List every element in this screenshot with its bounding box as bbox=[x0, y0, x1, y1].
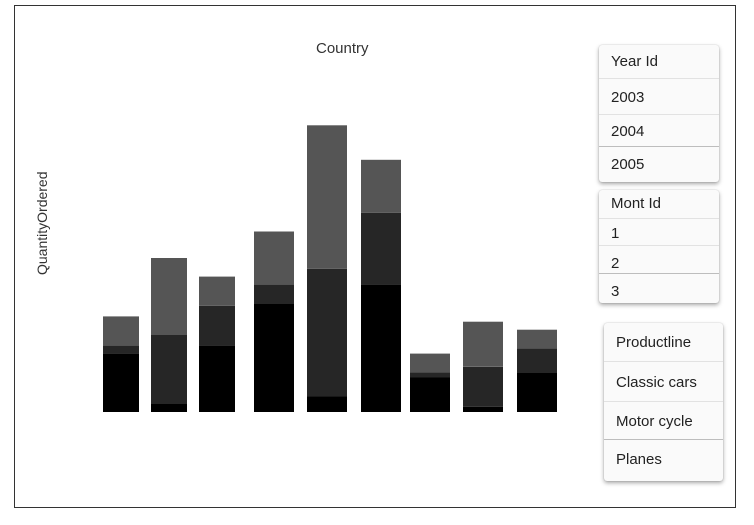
year-option-2003[interactable]: 2003 bbox=[611, 89, 645, 106]
bar-3-segment-2[interactable] bbox=[199, 305, 235, 346]
bar-2-segment-3[interactable] bbox=[151, 258, 187, 335]
bar-6-segment-1[interactable] bbox=[361, 284, 401, 412]
bars-group bbox=[103, 125, 557, 412]
bar-3-segment-3[interactable] bbox=[199, 276, 235, 306]
month-filter-panel: Mont Id 1 2 3 bbox=[599, 190, 719, 303]
bar-7-segment-2[interactable] bbox=[410, 372, 450, 378]
bar-3-segment-1[interactable] bbox=[199, 345, 235, 412]
month-option-1[interactable]: 1 bbox=[611, 225, 620, 242]
year-filter-header: Year Id bbox=[611, 53, 658, 70]
bar-4-segment-1[interactable] bbox=[254, 303, 294, 412]
bar-9-segment-2[interactable] bbox=[517, 348, 557, 373]
productline-filter-panel: Productline Classic cars Motor cycle Pla… bbox=[604, 323, 723, 481]
productline-filter-header: Productline bbox=[616, 334, 692, 351]
bar-4-segment-3[interactable] bbox=[254, 231, 294, 285]
bar-6-segment-3[interactable] bbox=[361, 159, 401, 213]
bar-7-segment-1[interactable] bbox=[410, 377, 450, 413]
year-filter-panel: Year Id 2003 2004 2005 bbox=[599, 45, 719, 182]
productline-option-classic-cars[interactable]: Classic cars bbox=[616, 374, 697, 391]
year-option-2004[interactable]: 2004 bbox=[611, 123, 645, 140]
bar-5-segment-1[interactable] bbox=[307, 396, 347, 412]
month-option-3[interactable]: 3 bbox=[611, 283, 620, 300]
bar-8-segment-2[interactable] bbox=[463, 366, 503, 407]
bar-2-segment-1[interactable] bbox=[151, 404, 187, 412]
productline-option-planes[interactable]: Planes bbox=[616, 451, 662, 468]
bar-5-segment-3[interactable] bbox=[307, 125, 347, 269]
month-filter-header: Mont Id bbox=[611, 195, 662, 212]
productline-option-motor-cycle[interactable]: Motor cycle bbox=[616, 413, 693, 430]
bar-1-segment-1[interactable] bbox=[103, 353, 139, 412]
bar-1-segment-2[interactable] bbox=[103, 345, 139, 354]
bar-6-segment-2[interactable] bbox=[361, 212, 401, 285]
month-option-2[interactable]: 2 bbox=[611, 255, 620, 272]
bar-9-segment-1[interactable] bbox=[517, 372, 557, 412]
chart-title: Country bbox=[316, 40, 369, 57]
bar-5-segment-2[interactable] bbox=[307, 268, 347, 397]
bar-9-segment-3[interactable] bbox=[517, 329, 557, 349]
bar-2-segment-2[interactable] bbox=[151, 335, 187, 404]
bar-4-segment-2[interactable] bbox=[254, 284, 294, 304]
bar-8-segment-3[interactable] bbox=[463, 321, 503, 367]
bar-1-segment-3[interactable] bbox=[103, 316, 139, 346]
year-option-2005[interactable]: 2005 bbox=[611, 156, 645, 173]
bar-8-segment-1[interactable] bbox=[463, 406, 503, 412]
bar-7-segment-3[interactable] bbox=[410, 353, 450, 373]
